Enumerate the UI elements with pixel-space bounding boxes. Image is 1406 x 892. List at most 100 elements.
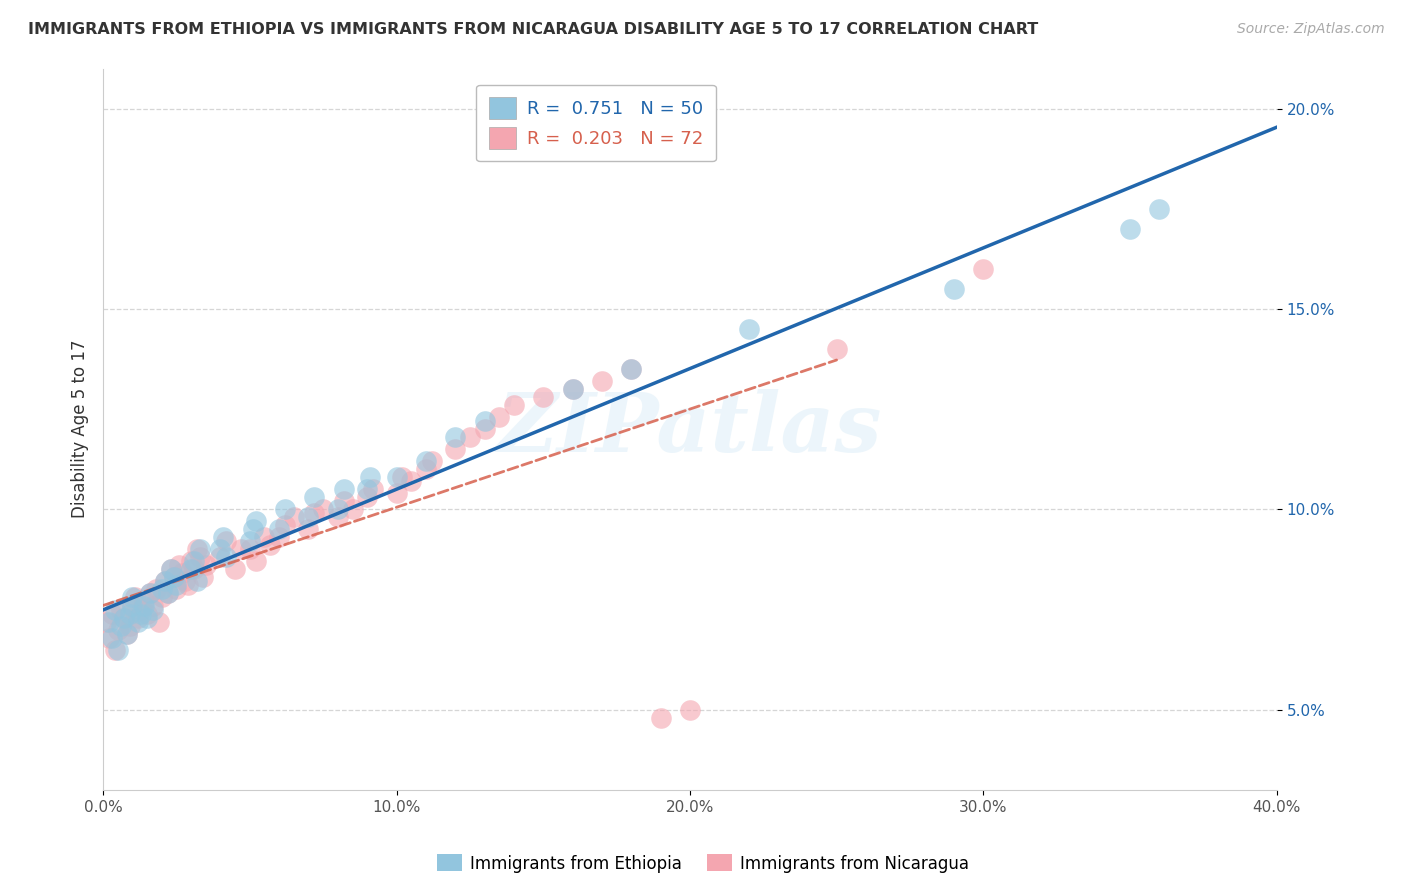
Point (361, 483, 384, 497)
Point (104, 602, 127, 616)
Point (283, 510, 305, 524)
Point (180, 554, 202, 568)
Point (156, 586, 179, 600)
Legend: Immigrants from Ethiopia, Immigrants from Nicaragua: Immigrants from Ethiopia, Immigrants fro… (430, 847, 976, 880)
Point (1119, 222, 1142, 236)
Point (188, 550, 211, 565)
Point (312, 502, 335, 516)
Point (112, 610, 135, 624)
Point (297, 510, 319, 524)
Point (239, 542, 262, 557)
Point (385, 470, 408, 484)
Point (259, 538, 281, 552)
Point (269, 522, 291, 536)
Point (139, 586, 162, 600)
Point (148, 615, 170, 629)
Text: ZIPatlas: ZIPatlas (498, 389, 883, 469)
Point (101, 631, 124, 645)
Point (172, 566, 194, 581)
Point (134, 599, 156, 613)
Point (136, 610, 159, 624)
Point (110, 618, 132, 632)
Point (186, 574, 208, 589)
Point (253, 530, 276, 544)
Point (942, 282, 965, 296)
Point (215, 534, 238, 549)
Point (399, 475, 422, 489)
Point (142, 599, 165, 613)
Y-axis label: Disability Age 5 to 17: Disability Age 5 to 17 (72, 340, 89, 518)
Point (183, 562, 205, 576)
Point (825, 342, 848, 356)
Point (98, 631, 121, 645)
Point (679, 703, 702, 717)
Point (153, 574, 176, 589)
Point (112, 610, 135, 624)
Point (174, 574, 197, 589)
Point (245, 554, 267, 568)
Text: IMMIGRANTS FROM ETHIOPIA VS IMMIGRANTS FROM NICARAGUA DISABILITY AGE 5 TO 17 COR: IMMIGRANTS FROM ETHIOPIA VS IMMIGRANTS F… (28, 22, 1039, 37)
Point (209, 542, 232, 557)
Point (136, 607, 159, 621)
Point (162, 570, 184, 584)
Point (531, 390, 554, 404)
Point (153, 574, 176, 589)
Legend: R =  0.751   N = 50, R =  0.203   N = 72: R = 0.751 N = 50, R = 0.203 N = 72 (477, 85, 716, 161)
Point (269, 530, 291, 544)
Point (145, 582, 167, 597)
Point (107, 623, 129, 637)
Point (166, 582, 188, 597)
Point (1149, 202, 1171, 216)
Point (183, 554, 205, 568)
Point (304, 491, 326, 505)
Point (420, 454, 443, 468)
Point (115, 626, 138, 640)
Point (142, 602, 165, 616)
Point (124, 591, 146, 605)
Point (620, 362, 643, 376)
Point (139, 586, 162, 600)
Point (98, 615, 121, 629)
Point (127, 615, 149, 629)
Point (620, 362, 643, 376)
Point (162, 570, 184, 584)
Point (159, 562, 181, 576)
Point (737, 322, 759, 336)
Point (415, 462, 437, 476)
Point (242, 522, 264, 536)
Point (150, 591, 173, 605)
Point (650, 711, 672, 725)
Point (245, 514, 267, 528)
Point (385, 486, 408, 500)
Point (121, 599, 143, 613)
Text: Source: ZipAtlas.com: Source: ZipAtlas.com (1237, 22, 1385, 37)
Point (229, 542, 252, 557)
Point (561, 382, 583, 396)
Point (156, 586, 179, 600)
Point (129, 607, 152, 621)
Point (180, 562, 202, 576)
Point (356, 491, 378, 505)
Point (561, 382, 583, 396)
Point (342, 502, 364, 516)
Point (177, 578, 200, 592)
Point (391, 470, 413, 484)
Point (101, 607, 124, 621)
Point (356, 483, 378, 497)
Point (274, 502, 297, 516)
Point (188, 542, 211, 557)
Point (591, 374, 613, 388)
Point (134, 594, 156, 608)
Point (129, 602, 152, 616)
Point (150, 582, 173, 597)
Point (474, 422, 496, 436)
Point (304, 506, 326, 520)
Point (274, 518, 297, 533)
Point (169, 558, 191, 573)
Point (215, 550, 238, 565)
Point (115, 626, 138, 640)
Point (121, 599, 143, 613)
Point (110, 602, 132, 616)
Point (332, 494, 354, 508)
Point (239, 534, 262, 549)
